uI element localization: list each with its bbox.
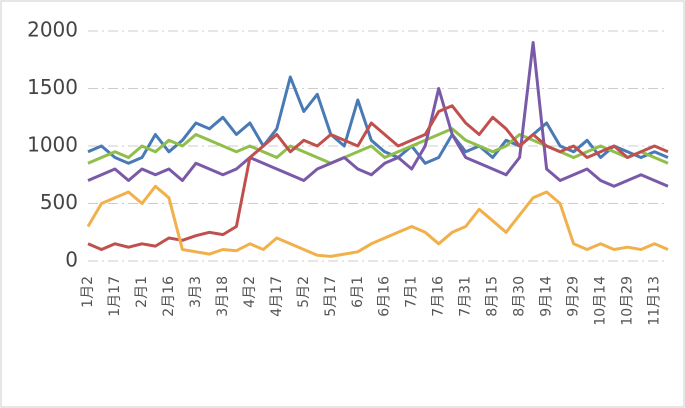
page: {"chart_data": {"type": "line", "categor… [0,0,685,408]
x-tick-label: 9月29 [566,276,582,317]
x-tick-label: 8月30 [512,276,528,317]
x-tick-label: 10月14 [593,276,609,326]
x-tick-label: 6月16 [377,276,393,317]
x-tick-label: 1月17 [107,276,123,317]
x-tick-label: 6月1 [350,276,366,308]
x-tick-label: 7月16 [431,276,447,317]
x-tick-label: 7月1 [404,276,420,308]
x-tick-label: 11月13 [647,276,663,326]
y-tick-label: 1000 [27,133,78,157]
x-tick-label: 4月2 [242,276,258,308]
x-tick-label: 3月18 [215,276,231,317]
x-tick-label: 10月29 [620,276,636,326]
x-tick-label: 2月1 [134,276,150,308]
x-tick-label: 5月17 [323,276,339,317]
y-tick-label: 500 [40,190,78,214]
x-tick-label: 3月3 [188,276,204,308]
x-tick-label: 9月14 [539,276,555,317]
y-tick-label: 1500 [27,75,78,99]
y-tick-label: 2000 [27,18,78,42]
x-tick-label: 8月15 [485,276,501,317]
chart: 0 500 1000 1500 2000 1月2 1月17 2月1 2月16 3月3 3月18 4月2… [0,0,685,408]
x-tick-label: 7月31 [458,276,474,317]
x-tick-label: 2月16 [161,276,177,317]
y-tick-label: 0 [65,248,78,272]
x-tick-label: 5月2 [296,276,312,308]
x-tick-label: 1月2 [80,276,96,308]
x-tick-label: 4月17 [269,276,285,317]
